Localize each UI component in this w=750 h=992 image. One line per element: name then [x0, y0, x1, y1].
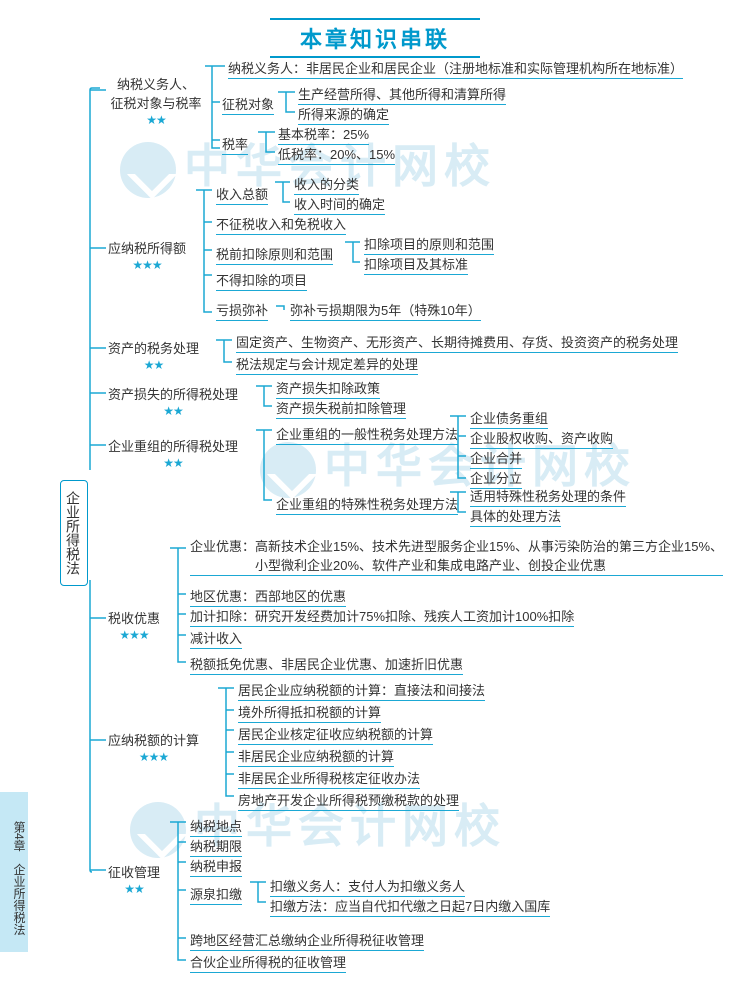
- t29a: 扣缴义务人：支付人为扣缴义务人: [270, 876, 465, 897]
- t28: 纳税申报: [190, 856, 242, 877]
- t13a: 企业债务重组: [470, 408, 548, 429]
- t23: 非居民企业应纳税额的计算: [238, 746, 394, 767]
- t2b: 所得来源的确定: [298, 104, 389, 125]
- t6a: 扣除项目的原则和范围: [364, 234, 494, 255]
- t26: 纳税地点: [190, 816, 242, 837]
- t25: 房地产开发企业所得税预缴税款的处理: [238, 790, 459, 811]
- t17: 加计扣除：研究开发经费加计75%扣除、残疾人工资加计100%扣除: [190, 606, 574, 627]
- t3a: 基本税率：25%: [278, 124, 369, 145]
- s5-label: 企业重组的所得税处理★★: [108, 436, 238, 470]
- t5: 不征税收入和免税收入: [216, 214, 346, 235]
- t15: 企业优惠：高新技术企业15%、技术先进型服务企业15%、从事污染防治的第三方企业…: [190, 536, 723, 576]
- t31: 合伙企业所得税的征收管理: [190, 952, 346, 973]
- t29: 源泉扣缴: [190, 884, 242, 905]
- s8-label: 征收管理★★: [108, 862, 160, 896]
- s3-label: 资产的税务处理★★: [108, 338, 199, 372]
- t20: 居民企业应纳税额的计算：直接法和间接法: [238, 680, 485, 701]
- root-label: 企业所得税法: [60, 480, 88, 586]
- t9: 固定资产、生物资产、无形资产、长期待摊费用、存货、投资资产的税务处理: [236, 332, 678, 353]
- t6b: 扣除项目及其标准: [364, 254, 468, 275]
- t11: 资产损失扣除政策: [276, 378, 380, 399]
- page-title: 本章知识串联: [270, 18, 480, 58]
- page-title-box: 本章知识串联: [0, 0, 750, 58]
- t8: 亏损弥补: [216, 300, 268, 321]
- t6: 税前扣除原则和范围: [216, 244, 333, 265]
- t7: 不得扣除的项目: [216, 270, 307, 291]
- t30: 跨地区经营汇总缴纳企业所得税征收管理: [190, 930, 424, 951]
- t14: 企业重组的特殊性税务处理方法: [276, 494, 458, 515]
- t16: 地区优惠：西部地区的优惠: [190, 586, 346, 607]
- t12: 资产损失税前扣除管理: [276, 398, 406, 419]
- s4-label: 资产损失的所得税处理★★: [108, 384, 238, 418]
- t21: 境外所得抵扣税额的计算: [238, 702, 381, 723]
- t24: 非居民企业所得税核定征收办法: [238, 768, 420, 789]
- s7-label: 应纳税额的计算★★★: [108, 730, 199, 764]
- t1: 纳税义务人：非居民企业和居民企业（注册地标准和实际管理机构所在地标准）: [228, 58, 683, 79]
- chapter-tab: 第4章 企业所得税法: [0, 792, 28, 952]
- t14a: 适用特殊性税务处理的条件: [470, 486, 626, 507]
- s2-label: 应纳税所得额★★★: [108, 238, 186, 272]
- t19: 税额抵免优惠、非居民企业优惠、加速折旧优惠: [190, 654, 463, 675]
- t29b: 扣缴方法：应当自代扣代缴之日起7日内缴入国库: [270, 896, 550, 917]
- t10: 税法规定与会计规定差异的处理: [236, 354, 418, 375]
- t13: 企业重组的一般性税务处理方法: [276, 424, 458, 445]
- t4: 收入总额: [216, 184, 268, 205]
- t2: 征税对象: [222, 94, 274, 115]
- t3: 税率: [222, 134, 248, 155]
- t8a: 弥补亏损期限为5年（特殊10年）: [290, 300, 481, 321]
- t2a: 生产经营所得、其他所得和清算所得: [298, 84, 506, 105]
- t4a: 收入的分类: [294, 174, 359, 195]
- t13b: 企业股权收购、资产收购: [470, 428, 613, 449]
- page-root: 中华会计网校 中华会计网校 中华会计网校 本章知识串联 第4章 企业所得税法 企…: [0, 0, 750, 992]
- s6-label: 税收优惠★★★: [108, 608, 160, 642]
- t3b: 低税率：20%、15%: [278, 144, 395, 165]
- t4b: 收入时间的确定: [294, 194, 385, 215]
- t18: 减计收入: [190, 628, 242, 649]
- t13c: 企业合并: [470, 448, 522, 469]
- t14b: 具体的处理方法: [470, 506, 561, 527]
- s1-label: 纳税义务人、 征税对象与税率 ★★: [108, 74, 204, 127]
- t22: 居民企业核定征收应纳税额的计算: [238, 724, 433, 745]
- t27: 纳税期限: [190, 836, 242, 857]
